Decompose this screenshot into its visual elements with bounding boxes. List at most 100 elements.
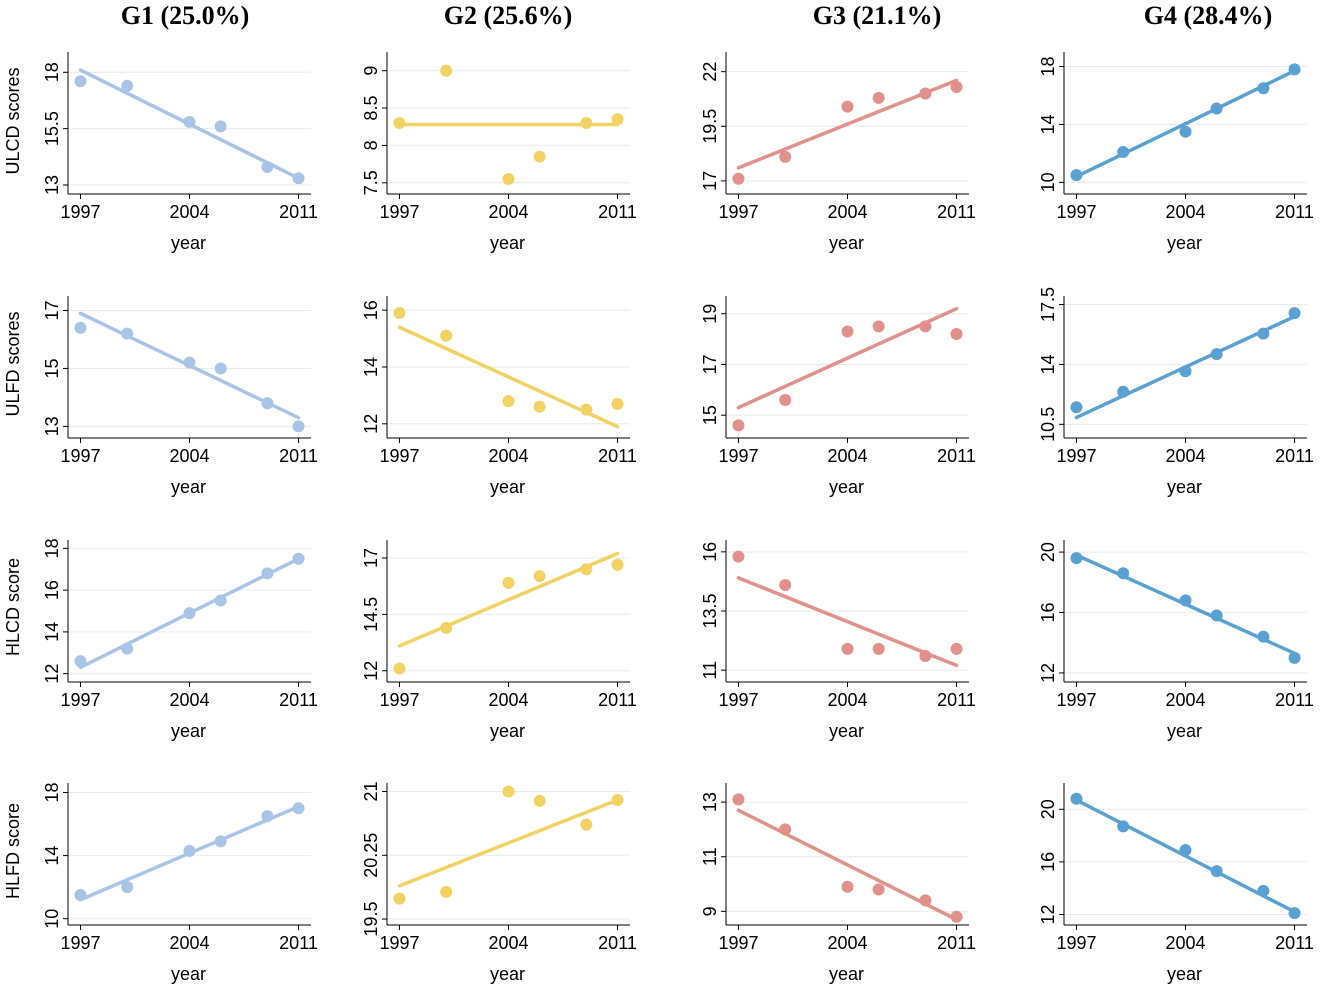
y-tick-label-hlfd-g1-1: 14 [42, 846, 62, 866]
x-tick-label-ulfd-g1-1: 2004 [169, 446, 209, 466]
point-hlcd-g3-2 [841, 642, 854, 655]
point-ulcd-g1-2 [183, 115, 196, 128]
panel-ulfd-g2: 12 14 16 1997 2004 2011 year [361, 296, 637, 497]
point-hlfd-g3-0 [732, 793, 745, 806]
point-ulfd-g2-1 [440, 329, 453, 342]
point-hlcd-g2-5 [611, 558, 624, 571]
y-tick-label-ulfd-g4-2: 17.5 [1038, 287, 1058, 322]
x-tick-label-hlfd-g2-1: 2004 [488, 933, 528, 953]
y-tick-label-hlfd-g3-1: 11 [700, 847, 720, 866]
point-ulfd-g4-1 [1117, 385, 1130, 398]
x-tick-label-hlfd-g2-2: 2011 [598, 933, 637, 953]
point-ulcd-g2-1 [440, 64, 453, 77]
x-tick-label-hlcd-g3-1: 2004 [827, 690, 867, 710]
point-hlfd-g3-1 [779, 823, 792, 836]
point-ulcd-g2-3 [533, 150, 546, 163]
x-axis-label-hlcd-g2: year [490, 721, 525, 741]
point-ulfd-g4-4 [1257, 327, 1270, 340]
y-tick-label-hlcd-g3-2: 16 [700, 542, 720, 562]
y-tick-label-hlfd-g2-2: 21 [361, 781, 381, 801]
x-tick-label-hlcd-g2-2: 2011 [598, 690, 637, 710]
point-hlfd-g2-3 [533, 794, 546, 807]
x-tick-label-ulfd-g3-0: 1997 [718, 446, 758, 466]
point-ulcd-g1-4 [261, 160, 274, 173]
panel-ulcd-g2: 7.5 8 8.5 9 1997 2004 2011 year [361, 52, 637, 253]
y-tick-label-ulfd-g2-0: 12 [361, 414, 381, 434]
point-ulcd-g2-4 [580, 117, 593, 129]
y-tick-label-hlcd-g4-2: 20 [1038, 542, 1058, 562]
point-hlfd-g2-4 [580, 818, 593, 831]
panel-hlfd-g4: 12 16 20 1997 2004 2011 year [1038, 783, 1314, 984]
panel-hlcd-g2: 12 14.5 17 1997 2004 2011 year [361, 540, 637, 741]
x-axis-label-ulfd-g3: year [829, 477, 864, 497]
x-tick-label-ulfd-g2-0: 1997 [379, 446, 419, 466]
point-hlcd-g3-5 [950, 642, 963, 655]
y-tick-label-hlcd-g4-1: 16 [1038, 602, 1058, 622]
x-tick-label-ulfd-g1-2: 2011 [279, 446, 318, 466]
panel-hlfd-g1: 10 14 18 1997 2004 2011 year [42, 782, 318, 984]
point-hlcd-g1-3 [214, 594, 227, 607]
y-tick-label-ulfd-g3-2: 19 [700, 304, 720, 324]
point-hlcd-g2-0 [393, 662, 406, 675]
x-tick-label-hlcd-g2-0: 1997 [379, 690, 419, 710]
point-ulcd-g4-5 [1288, 63, 1301, 76]
x-tick-label-hlcd-g3-0: 1997 [718, 690, 758, 710]
x-tick-label-hlcd-g2-1: 2004 [488, 690, 528, 710]
point-ulfd-g2-5 [611, 397, 624, 410]
point-ulcd-g2-2 [502, 173, 515, 186]
x-tick-label-hlcd-g3-2: 2011 [937, 690, 976, 710]
point-hlcd-g4-0 [1070, 552, 1083, 565]
y-tick-label-hlcd-g1-3: 18 [42, 538, 62, 558]
point-ulfd-g3-4 [919, 320, 932, 333]
point-hlfd-g1-4 [261, 810, 274, 823]
x-tick-label-ulcd-g2-0: 1997 [379, 202, 419, 222]
point-ulcd-g3-5 [950, 80, 963, 93]
point-hlfd-g2-0 [393, 892, 406, 905]
x-axis-label-hlcd-g4: year [1167, 721, 1202, 741]
x-tick-label-ulcd-g4-1: 2004 [1165, 202, 1205, 222]
x-tick-label-hlcd-g4-0: 1997 [1056, 690, 1096, 710]
y-tick-label-ulcd-g1-0: 13 [42, 175, 62, 195]
panel-ulfd-g3: 15 17 19 1997 2004 2011 year [700, 296, 976, 497]
y-tick-label-ulcd-g3-2: 22 [700, 62, 720, 82]
panel-ulfd-g1: 13 15 17 1997 2004 2011 year [42, 296, 318, 497]
y-tick-label-ulfd-g2-1: 14 [361, 357, 381, 377]
y-tick-label-ulcd-g2-0: 7.5 [361, 170, 381, 195]
point-ulfd-g1-0 [74, 321, 87, 334]
y-tick-label-ulcd-g1-1: 15.5 [42, 111, 62, 146]
point-ulfd-g4-0 [1070, 401, 1083, 414]
point-ulfd-g2-4 [580, 403, 593, 416]
x-tick-label-hlfd-g1-1: 2004 [169, 933, 209, 953]
point-ulcd-g3-3 [872, 91, 885, 104]
point-hlfd-g4-2 [1179, 844, 1192, 857]
point-ulcd-g3-0 [732, 172, 745, 185]
y-tick-label-ulfd-g2-2: 16 [361, 300, 381, 320]
point-hlcd-g4-2 [1179, 594, 1192, 607]
y-tick-label-hlcd-g1-0: 12 [42, 664, 62, 684]
y-tick-label-ulfd-g1-0: 13 [42, 416, 62, 436]
point-ulfd-g1-3 [214, 362, 227, 375]
point-hlcd-g2-4 [580, 563, 593, 576]
point-hlfd-g4-1 [1117, 820, 1130, 833]
y-tick-label-hlcd-g2-1: 14.5 [361, 597, 381, 632]
y-tick-label-ulcd-g2-3: 9 [361, 66, 381, 76]
column-title-g4: G4 (28.4%) [1144, 1, 1273, 30]
y-tick-label-hlcd-g2-0: 12 [361, 661, 381, 681]
point-hlcd-g1-0 [74, 655, 87, 668]
point-hlfd-g2-1 [440, 885, 453, 898]
y-tick-label-ulcd-g3-1: 19.5 [700, 109, 720, 144]
fit-line-hlcd-g3 [736, 576, 959, 668]
point-ulfd-g1-2 [183, 356, 196, 369]
y-tick-label-hlfd-g2-0: 19.5 [361, 902, 381, 937]
x-tick-label-ulfd-g3-2: 2011 [937, 446, 976, 466]
point-ulcd-g4-3 [1210, 102, 1223, 115]
x-tick-label-hlfd-g3-2: 2011 [937, 933, 976, 953]
y-tick-label-ulcd-g2-2: 8.5 [361, 96, 381, 121]
x-tick-label-ulcd-g2-2: 2011 [598, 202, 637, 222]
y-tick-label-hlfd-g4-2: 20 [1038, 799, 1058, 819]
point-ulcd-g3-2 [841, 100, 854, 113]
panel-ulcd-g1: 13 15.5 18 1997 2004 2011 year [42, 52, 318, 253]
y-tick-label-ulfd-g4-1: 14 [1038, 354, 1058, 374]
row-ylabel-hlfd: HLFD score [3, 803, 23, 899]
